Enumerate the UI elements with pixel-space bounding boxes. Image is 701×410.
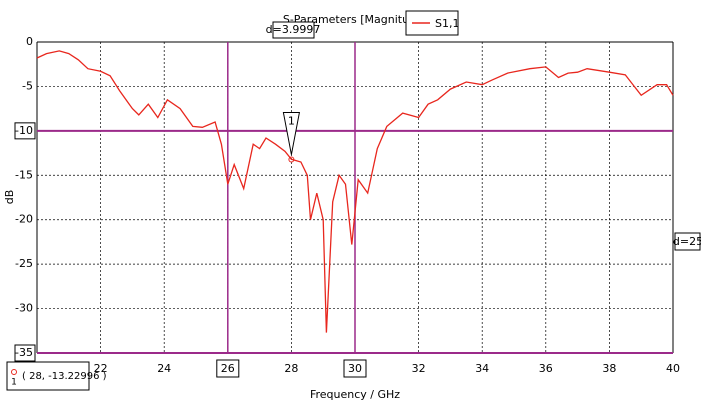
x-tick-label: 28 bbox=[284, 362, 298, 375]
y-tick-label: 0 bbox=[26, 35, 33, 48]
annotation: d=3.9997 bbox=[266, 23, 321, 36]
y-tick-label: -20 bbox=[15, 213, 33, 226]
readout-box bbox=[6, 361, 90, 391]
x-tick-label: 22 bbox=[94, 362, 108, 375]
annotation-box bbox=[272, 21, 315, 39]
tick-label-box bbox=[14, 122, 36, 140]
y-tick-label: -10 bbox=[15, 124, 33, 137]
marker-point bbox=[288, 156, 295, 163]
y-tick-label: -5 bbox=[22, 79, 33, 92]
x-tick-label: 32 bbox=[412, 362, 426, 375]
x-tick-label: 26 bbox=[221, 362, 235, 375]
x-tick-label: 34 bbox=[475, 362, 489, 375]
legend-label: S1,1 bbox=[435, 17, 459, 30]
readout-icon-label: 1 bbox=[11, 378, 17, 388]
x-axis-label: Frequency / GHz bbox=[310, 388, 400, 401]
data-line bbox=[36, 50, 674, 333]
chart-title: S-Parameters [Magnitude] bbox=[283, 13, 427, 26]
x-tick-label: 38 bbox=[602, 362, 616, 375]
marker-flag bbox=[282, 112, 301, 155]
x-tick-label: 30 bbox=[348, 362, 362, 375]
y-axis-label: dB bbox=[3, 190, 16, 205]
marker-label: 1 bbox=[288, 115, 295, 128]
annotation-box bbox=[674, 232, 701, 251]
annotation: d=25 bbox=[673, 235, 701, 248]
y-tick-label: -25 bbox=[15, 257, 33, 270]
tick-label-box bbox=[343, 359, 367, 378]
tick-label-box bbox=[14, 344, 36, 362]
tick-label-box bbox=[216, 359, 240, 378]
x-tick-label: 24 bbox=[157, 362, 171, 375]
x-tick-label: 40 bbox=[666, 362, 680, 375]
x-tick-label: 36 bbox=[539, 362, 553, 375]
y-tick-label: -30 bbox=[15, 302, 33, 315]
y-tick-label: -35 bbox=[15, 346, 33, 359]
y-tick-label: -15 bbox=[15, 168, 33, 181]
marker-readout: ( 28, -13.22996 ) bbox=[22, 371, 107, 382]
readout-icon bbox=[11, 369, 17, 375]
